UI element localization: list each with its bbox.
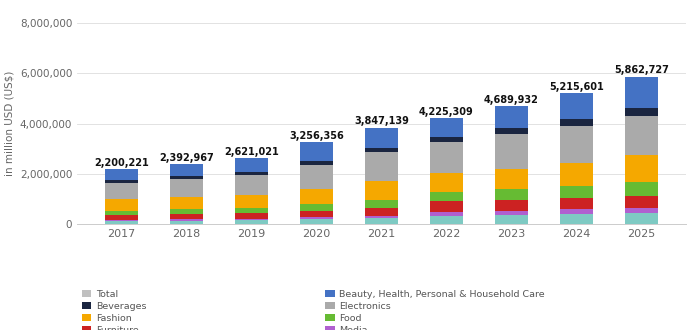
Bar	[105, 215, 139, 220]
Bar	[169, 197, 204, 209]
Bar	[365, 216, 398, 218]
Bar	[559, 214, 594, 224]
Bar	[495, 215, 528, 224]
Bar	[430, 201, 463, 212]
Bar	[495, 134, 528, 169]
Bar	[495, 169, 528, 189]
Bar	[495, 106, 528, 128]
Bar	[624, 213, 658, 224]
Text: 2,621,021: 2,621,021	[224, 147, 279, 157]
Bar	[430, 118, 463, 137]
Bar	[169, 219, 204, 221]
Bar	[169, 179, 204, 197]
Bar	[495, 189, 528, 200]
Bar	[559, 186, 594, 198]
Bar	[365, 128, 398, 148]
Bar	[559, 210, 594, 214]
Bar	[105, 220, 139, 221]
Bar	[300, 165, 333, 189]
Bar	[495, 128, 528, 134]
Text: 5,215,601: 5,215,601	[549, 82, 604, 92]
Bar	[105, 200, 139, 211]
Bar	[105, 183, 139, 200]
Bar	[624, 196, 658, 208]
Text: 2,200,221: 2,200,221	[94, 158, 149, 168]
Bar	[430, 143, 463, 173]
Legend: Beauty, Health, Personal & Household Care, Electronics, Food, Media: Beauty, Health, Personal & Household Car…	[326, 289, 545, 330]
Bar	[495, 211, 528, 215]
Bar	[559, 163, 594, 186]
Bar	[234, 220, 268, 224]
Text: 4,225,309: 4,225,309	[419, 107, 474, 117]
Bar	[169, 214, 204, 219]
Bar	[624, 182, 658, 196]
Bar	[169, 209, 204, 214]
Text: 3,847,139: 3,847,139	[354, 116, 409, 126]
Bar	[105, 181, 139, 183]
Bar	[234, 158, 268, 172]
Text: 5,862,727: 5,862,727	[614, 65, 669, 76]
Bar	[300, 211, 333, 217]
Bar	[234, 195, 268, 208]
Bar	[495, 200, 528, 211]
Bar	[105, 169, 139, 181]
Bar	[624, 108, 658, 116]
Bar	[365, 218, 398, 224]
Bar	[559, 93, 594, 119]
Bar	[300, 143, 333, 161]
Bar	[234, 219, 268, 220]
Bar	[430, 137, 463, 143]
Bar	[234, 214, 268, 219]
Bar	[234, 172, 268, 175]
Bar	[559, 126, 594, 163]
Bar	[365, 208, 398, 216]
Bar	[430, 212, 463, 216]
Bar	[559, 119, 594, 126]
Bar	[300, 189, 333, 204]
Bar	[169, 176, 204, 179]
Bar	[430, 216, 463, 224]
Text: 4,689,932: 4,689,932	[484, 95, 539, 105]
Bar	[300, 161, 333, 165]
Bar	[300, 204, 333, 211]
Bar	[300, 219, 333, 224]
Bar	[169, 221, 204, 224]
Bar	[624, 77, 658, 108]
Text: 2,392,967: 2,392,967	[159, 153, 214, 163]
Bar	[624, 208, 658, 213]
Bar	[169, 164, 204, 176]
Bar	[365, 181, 398, 200]
Bar	[105, 211, 139, 215]
Bar	[559, 198, 594, 210]
Bar	[365, 152, 398, 181]
Bar	[105, 221, 139, 224]
Bar	[624, 155, 658, 182]
Bar	[365, 148, 398, 152]
Bar	[430, 173, 463, 192]
Bar	[300, 217, 333, 219]
Bar	[624, 116, 658, 155]
Bar	[365, 200, 398, 208]
Bar	[234, 208, 268, 214]
Bar	[430, 192, 463, 201]
Y-axis label: in million USD (US$): in million USD (US$)	[4, 71, 14, 177]
Text: 3,256,356: 3,256,356	[289, 131, 344, 141]
Bar	[234, 175, 268, 195]
